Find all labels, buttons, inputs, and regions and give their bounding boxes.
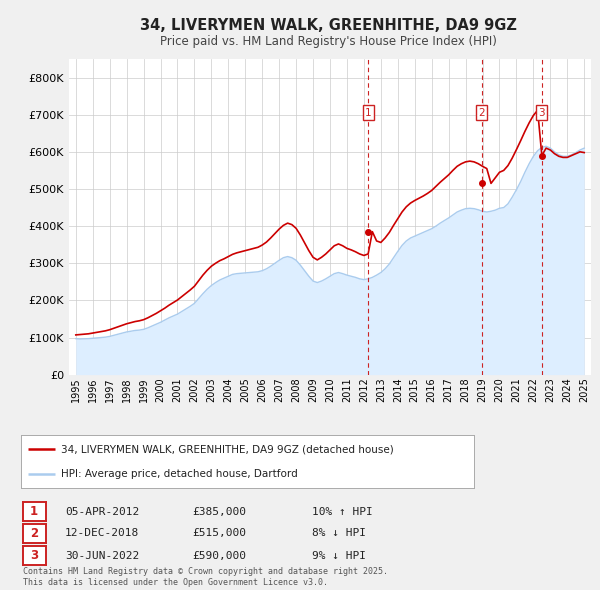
Text: 3: 3 [30,549,38,562]
Text: 1: 1 [365,107,371,117]
Text: 34, LIVERYMEN WALK, GREENHITHE, DA9 9GZ: 34, LIVERYMEN WALK, GREENHITHE, DA9 9GZ [140,18,517,34]
Text: HPI: Average price, detached house, Dartford: HPI: Average price, detached house, Dart… [61,468,298,478]
Text: 3: 3 [539,107,545,117]
Text: 34, LIVERYMEN WALK, GREENHITHE, DA9 9GZ (detached house): 34, LIVERYMEN WALK, GREENHITHE, DA9 9GZ … [61,444,394,454]
Text: 05-APR-2012: 05-APR-2012 [65,507,139,516]
Text: 1: 1 [30,505,38,518]
Text: £515,000: £515,000 [192,529,246,538]
Text: £385,000: £385,000 [192,507,246,516]
Text: 30-JUN-2022: 30-JUN-2022 [65,551,139,560]
Text: 10% ↑ HPI: 10% ↑ HPI [312,507,373,516]
Text: Price paid vs. HM Land Registry's House Price Index (HPI): Price paid vs. HM Land Registry's House … [160,35,497,48]
Text: 8% ↓ HPI: 8% ↓ HPI [312,529,366,538]
Text: Contains HM Land Registry data © Crown copyright and database right 2025.
This d: Contains HM Land Registry data © Crown c… [23,566,388,588]
Text: £590,000: £590,000 [192,551,246,560]
Text: 9% ↓ HPI: 9% ↓ HPI [312,551,366,560]
Text: 12-DEC-2018: 12-DEC-2018 [65,529,139,538]
Text: 2: 2 [478,107,485,117]
Text: 2: 2 [30,527,38,540]
